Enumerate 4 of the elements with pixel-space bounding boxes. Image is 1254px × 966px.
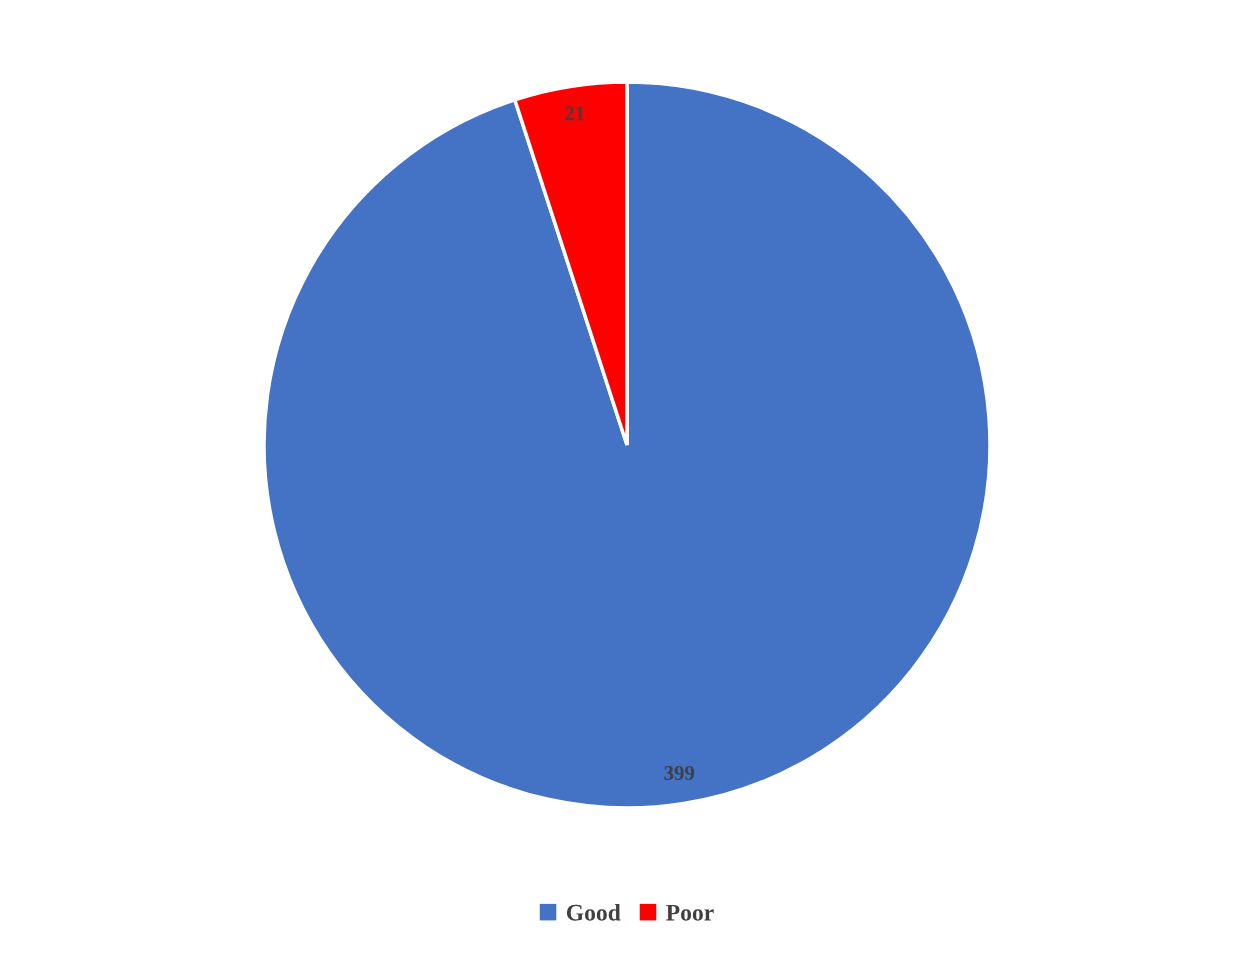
legend-label: Good bbox=[566, 904, 621, 921]
data-label: 21 bbox=[565, 106, 585, 121]
data-label: 399 bbox=[664, 766, 695, 781]
legend-label: Poor bbox=[666, 904, 714, 921]
